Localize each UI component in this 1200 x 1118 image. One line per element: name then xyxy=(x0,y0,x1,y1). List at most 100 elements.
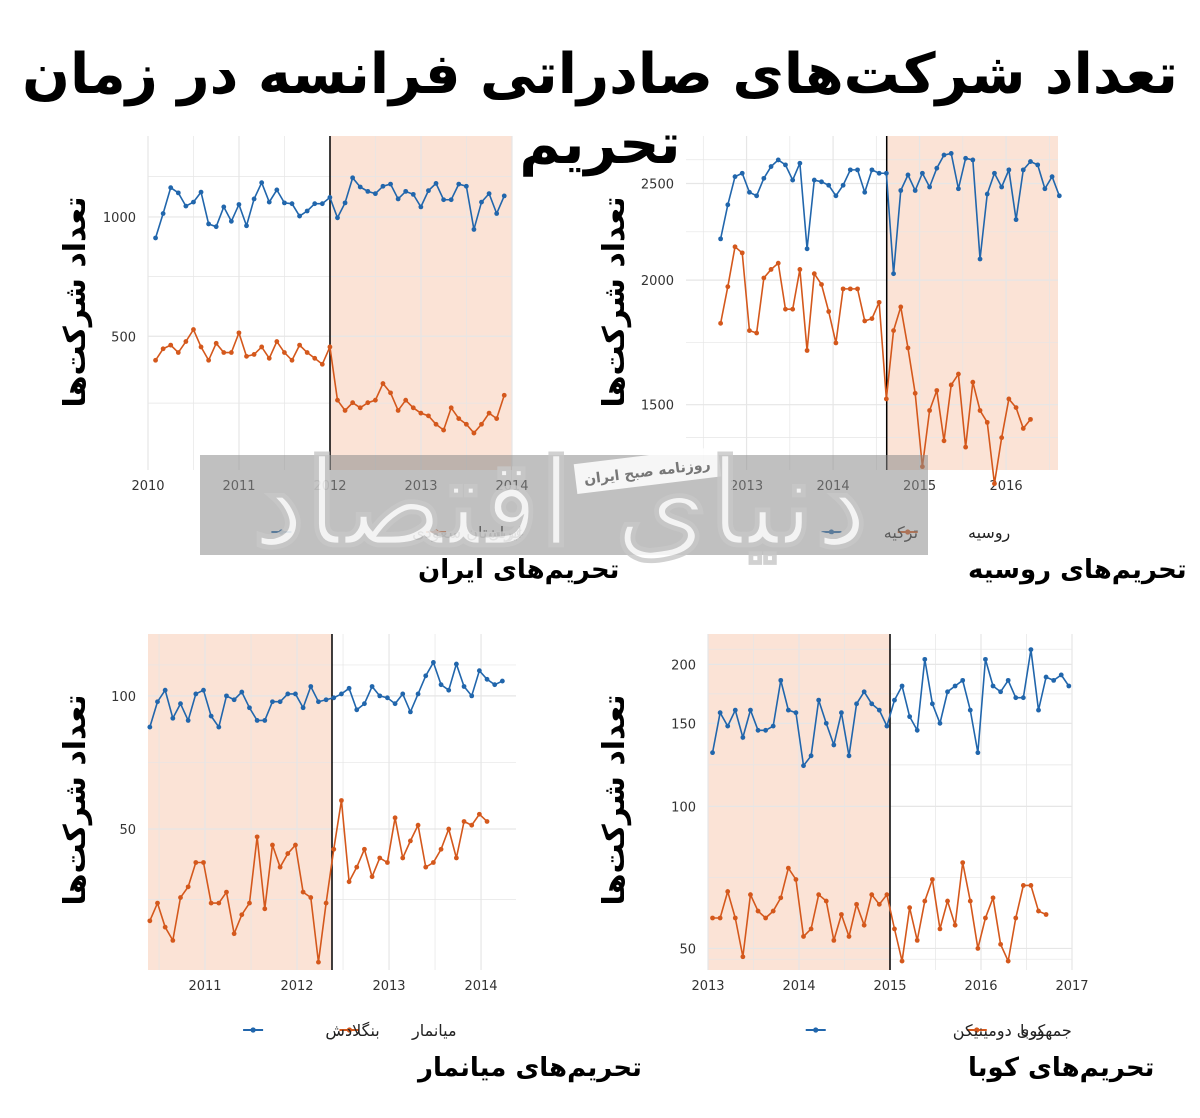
series-کوبا xyxy=(710,860,1049,964)
data-point xyxy=(476,668,482,674)
data-point xyxy=(775,157,781,163)
data-point xyxy=(426,413,431,419)
data-point xyxy=(304,350,310,355)
data-point xyxy=(876,707,882,713)
data-point xyxy=(1020,167,1026,173)
data-point xyxy=(274,339,280,344)
data-point xyxy=(469,693,475,699)
data-point xyxy=(898,188,904,193)
data-point xyxy=(385,860,390,865)
data-point xyxy=(270,842,275,848)
data-point xyxy=(1020,695,1026,701)
data-point xyxy=(754,330,760,336)
data-point xyxy=(433,421,439,427)
data-point xyxy=(929,701,935,707)
data-point xyxy=(433,180,439,186)
data-point xyxy=(274,187,280,193)
data-point xyxy=(331,695,337,701)
series-بنگلادش xyxy=(147,660,505,730)
data-point xyxy=(914,937,920,943)
data-point xyxy=(201,687,206,693)
data-point xyxy=(833,340,839,346)
data-point xyxy=(308,684,314,689)
data-point xyxy=(191,327,196,332)
data-point xyxy=(415,822,421,828)
data-point xyxy=(282,200,287,206)
legend-key-point xyxy=(250,1027,256,1033)
data-point xyxy=(206,357,212,363)
data-point xyxy=(783,306,788,312)
data-point xyxy=(862,318,868,324)
data-point xyxy=(739,170,745,176)
data-point xyxy=(418,204,424,210)
data-point xyxy=(423,673,429,679)
data-point xyxy=(876,170,882,176)
data-point xyxy=(725,889,731,894)
chart-subtitle: تحریم‌های کوبا xyxy=(968,1053,1154,1083)
data-point xyxy=(471,430,477,436)
data-point xyxy=(410,405,416,411)
y-tick-label: 500 xyxy=(111,330,136,345)
data-point xyxy=(372,191,378,197)
y-tick-label: 1500 xyxy=(641,399,674,414)
data-point xyxy=(400,855,406,861)
data-point xyxy=(206,221,212,227)
data-point xyxy=(193,860,199,865)
data-point xyxy=(335,397,340,403)
data-point xyxy=(717,710,723,716)
x-tick-label: 2014 xyxy=(817,479,850,494)
data-point xyxy=(293,842,298,848)
data-point xyxy=(423,864,429,870)
y-tick-label: 2500 xyxy=(641,178,674,193)
y-tick-label: 150 xyxy=(671,717,696,732)
data-point xyxy=(183,339,189,344)
data-point xyxy=(1020,883,1026,888)
data-point xyxy=(922,656,928,662)
data-point xyxy=(748,892,753,898)
data-point xyxy=(823,898,829,904)
data-point xyxy=(438,682,444,688)
data-point xyxy=(316,959,321,965)
data-point xyxy=(354,707,360,713)
data-point xyxy=(251,196,257,202)
data-point xyxy=(494,416,500,422)
x-tick-label: 2013 xyxy=(404,479,437,494)
data-point xyxy=(846,934,852,939)
data-point xyxy=(492,682,498,688)
x-tick-label: 2013 xyxy=(691,979,724,994)
data-point xyxy=(153,235,158,241)
data-point xyxy=(990,895,996,901)
data-point xyxy=(937,926,943,932)
data-point xyxy=(740,735,746,740)
data-point xyxy=(914,727,920,733)
data-point xyxy=(1028,416,1033,422)
data-point xyxy=(1043,912,1049,917)
data-point xyxy=(770,908,776,914)
data-point xyxy=(469,822,475,828)
data-point xyxy=(380,381,386,386)
data-point xyxy=(855,286,860,292)
data-point xyxy=(456,181,462,187)
data-point xyxy=(216,900,222,906)
data-point xyxy=(732,244,738,250)
data-point xyxy=(960,677,966,683)
data-point xyxy=(441,197,447,203)
data-point xyxy=(289,201,295,207)
data-point xyxy=(797,160,803,166)
x-tick-label: 2015 xyxy=(903,479,936,494)
x-tick-label: 2014 xyxy=(782,979,815,994)
series-جمهوری دومینیکن xyxy=(710,647,1072,769)
data-point xyxy=(247,705,252,711)
data-point xyxy=(208,900,214,906)
data-point xyxy=(471,227,477,232)
x-tick-label: 2012 xyxy=(280,979,313,994)
data-point xyxy=(992,170,997,176)
data-point xyxy=(162,924,168,930)
data-point xyxy=(927,184,932,190)
data-point xyxy=(840,182,846,188)
data-point xyxy=(377,855,383,861)
data-point xyxy=(998,941,1004,947)
chart-subtitle: تحریم‌های ایران xyxy=(418,555,619,585)
y-tick-label: 2000 xyxy=(641,274,674,289)
